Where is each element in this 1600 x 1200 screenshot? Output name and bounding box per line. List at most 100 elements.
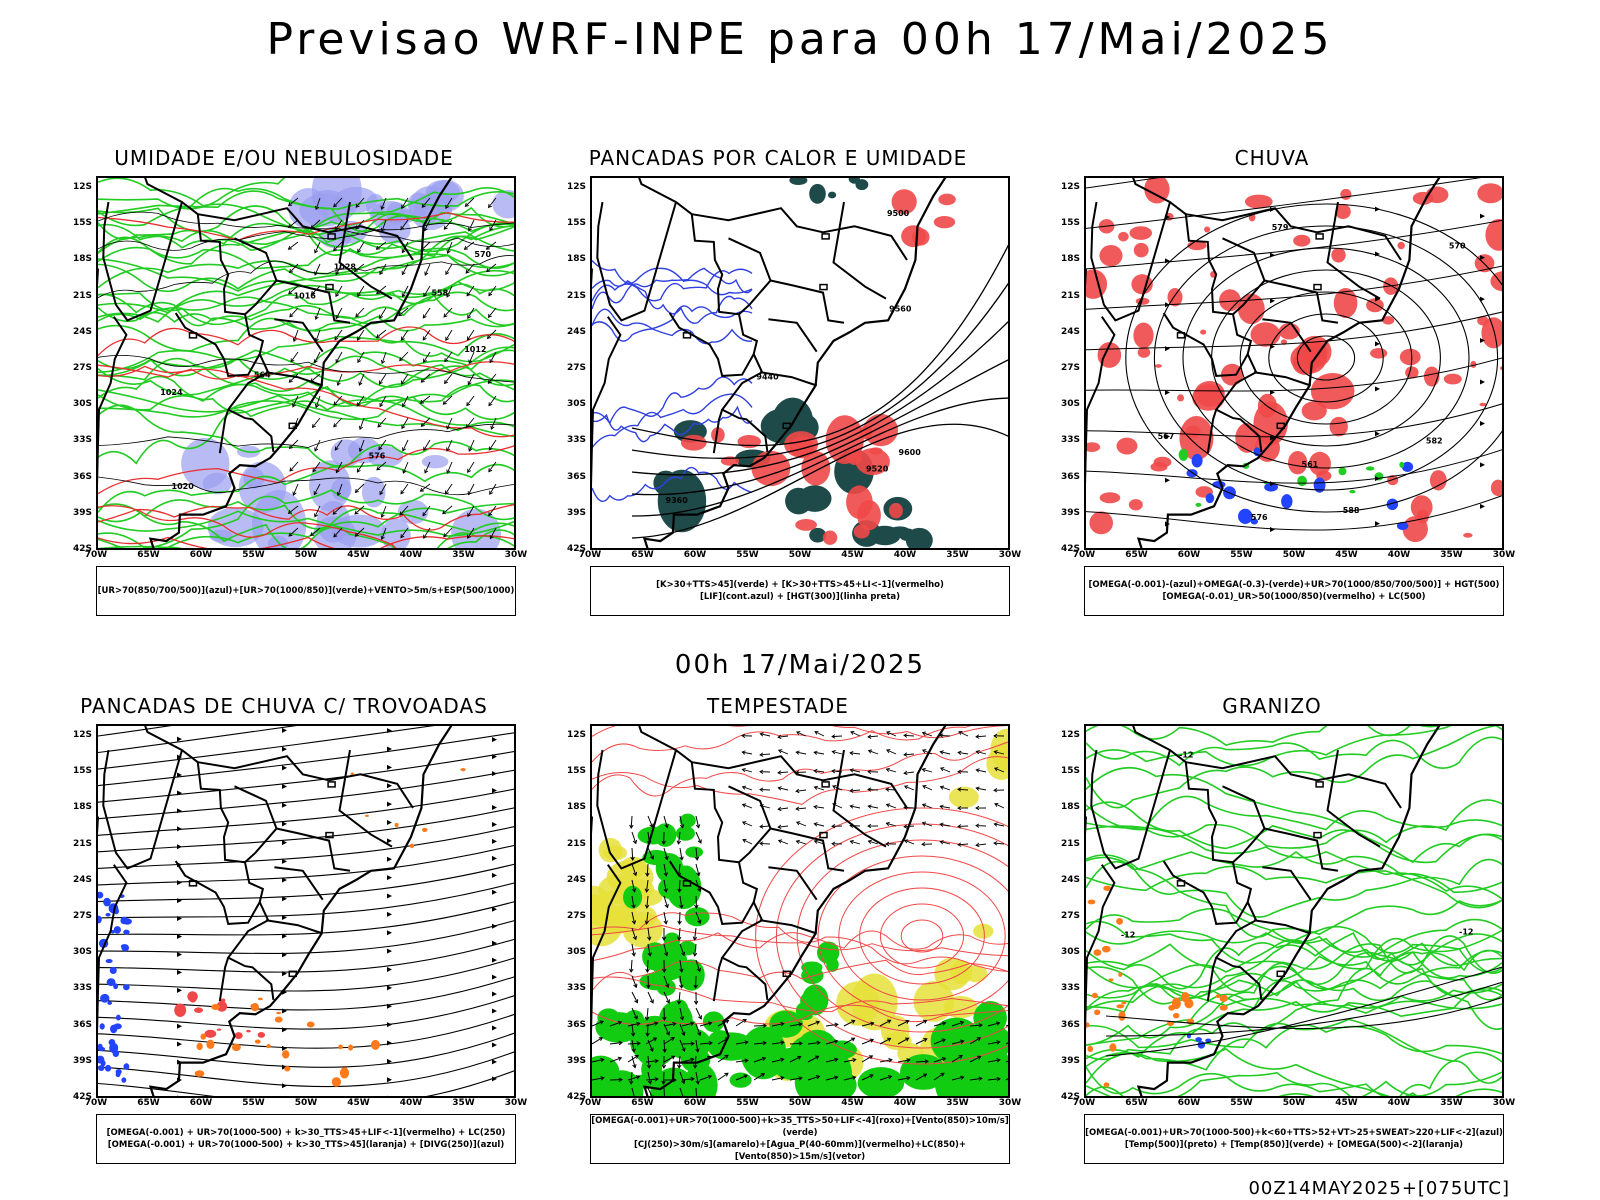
lon-tick-label: 70W [1072,1098,1096,1108]
lon-tick-label: 30W [1492,1098,1516,1108]
lon-tick-label: 50W [1282,550,1306,560]
lat-tick-label: 36S [566,1019,586,1030]
legend-umidade: [UR>70(850/700/500)](azul)+[UR>70(1000/8… [96,566,516,616]
map-layer: 588 582 576 570 567 561 579 [1086,178,1502,548]
lon-tick-label: 35W [452,550,475,560]
lon-tick-label: 65W [1125,550,1148,560]
legend-pancadas-calor: [K>30+TTS>45](verde) + [K>30+TTS>45+LI<-… [590,566,1010,616]
legend-line: [OMEGA(-0.001)+UR>70(1000-500)+k<60+TTS>… [1085,1128,1503,1138]
map-granizo: -12 -12 -12 [1084,724,1504,1098]
lat-tick-label: 21S [1060,290,1080,301]
lon-tick-label: 40W [399,550,423,560]
panel-title: TEMPESTADE [707,694,849,718]
lon-tick-label: 35W [946,1098,969,1108]
lat-tick-label: 15S [72,766,92,777]
contour-label: -12 [1121,930,1135,939]
lat-tick-label: 12S [1060,730,1080,741]
contour-label: 570 [1449,242,1466,251]
lat-tick-label: 18S [566,254,586,265]
lon-tick-label: 35W [1440,550,1463,560]
contour-label: 588 [1343,506,1360,515]
lat-tick-label: 18S [566,802,586,813]
lat-tick-label: 27S [1060,363,1080,374]
panel-title: PANCADAS DE CHUVA C/ TROVOADAS [80,694,488,718]
lat-tick-label: 24S [566,326,586,337]
map-tempestade [590,724,1010,1098]
lat-tick-label: 24S [1060,326,1080,337]
lon-tick-label: 50W [788,550,812,560]
lat-tick-label: 39S [72,1055,92,1066]
lat-tick-label: 21S [72,838,92,849]
lat-tick-label: 21S [566,290,586,301]
lon-tick-label: 45W [1335,1098,1358,1108]
lat-tick-label: 42S [1060,544,1080,554]
lon-tick-label: 70W [578,1098,602,1108]
lon-tick-label: 30W [1492,550,1516,560]
lat-tick-label: 36S [72,1019,92,1030]
lon-tick-label: 45W [347,1098,370,1108]
lon-tick-label: 45W [841,1098,864,1108]
contour-label: -12 [1179,751,1193,760]
contour-label: 1024 [160,388,183,397]
lon-tick-label: 35W [452,1098,475,1108]
lat-tick-label: 39S [1060,507,1080,518]
panel-title: CHUVA [1234,146,1310,170]
contour-label: 1028 [334,263,357,272]
lat-tick-label: 27S [566,911,586,922]
contour-label: 582 [1426,437,1443,446]
lat-tick-label: 12S [72,182,92,193]
contour-label: 561 [1302,460,1319,469]
lon-tick-label: 60W [1177,1098,1201,1108]
contour-label: -12 [1459,928,1473,937]
lat-tick-label: 42S [72,1092,92,1102]
map-pancadas-trovoadas [96,724,516,1098]
lat-tick-label: 27S [566,363,586,374]
lat-tick-label: 36S [1060,1019,1080,1030]
lat-tick-label: 15S [1060,218,1080,229]
lon-tick-label: 70W [1072,550,1096,560]
map-layer: 9600 9560 9520 9500 9440 9360 [592,178,1008,548]
lon-tick-label: 70W [84,550,108,560]
lon-tick-label: 60W [1177,550,1201,560]
lat-tick-label: 30S [1060,947,1080,958]
map-layer: -12 -12 -12 [1086,726,1502,1096]
lon-tick-label: 50W [294,550,318,560]
lon-tick-label: 45W [841,550,864,560]
lat-tick-label: 15S [1060,766,1080,777]
lat-tick-label: 18S [1060,254,1080,265]
contour-label: 576 [1251,513,1268,522]
contour-label: 1012 [464,345,486,354]
lon-tick-label: 35W [1440,1098,1463,1108]
lat-tick-label: 12S [1060,182,1080,193]
map-layer [98,726,514,1096]
panel-title: PANCADAS POR CALOR E UMIDADE [588,146,968,170]
lat-tick-label: 33S [566,983,586,994]
lon-tick-label: 60W [189,1098,213,1108]
contour-label: 564 [254,371,271,380]
contour-label: 9560 [889,304,912,313]
legend-line: [Temp(500)](preto) + [Temp(850)](verde) … [1124,1140,1464,1150]
map-layer: 1016 1020 1024 1012 570 576 558 564 1028 [98,178,514,548]
lon-tick-label: 65W [137,550,160,560]
lon-tick-label: 50W [294,1098,318,1108]
lon-tick-label: 55W [736,1098,759,1108]
lon-tick-label: 55W [1230,550,1253,560]
legend-line: [LIF](cont.azul) + [HGT(300)](linha pret… [699,592,901,602]
lat-tick-label: 33S [1060,983,1080,994]
map-umidade: 1016 1020 1024 1012 570 576 558 564 1028 [96,176,516,550]
panel-pancadas-calor: PANCADAS POR CALOR E UMIDADE 9600 9560 952… [558,146,1021,626]
contour-label: 9600 [899,448,922,457]
lon-tick-label: 45W [347,550,370,560]
contour-label: 1020 [172,482,195,491]
contour-label: 9360 [666,496,689,505]
lat-tick-label: 42S [1060,1092,1080,1102]
lat-tick-label: 39S [1060,1055,1080,1066]
lat-tick-label: 24S [72,326,92,337]
lat-tick-label: 30S [1060,399,1080,410]
lat-tick-label: 42S [566,544,586,554]
contour-label: 576 [369,451,386,460]
lat-tick-label: 39S [72,507,92,518]
lon-tick-label: 40W [893,550,917,560]
lon-tick-label: 40W [1387,1098,1411,1108]
lat-tick-label: 21S [566,838,586,849]
